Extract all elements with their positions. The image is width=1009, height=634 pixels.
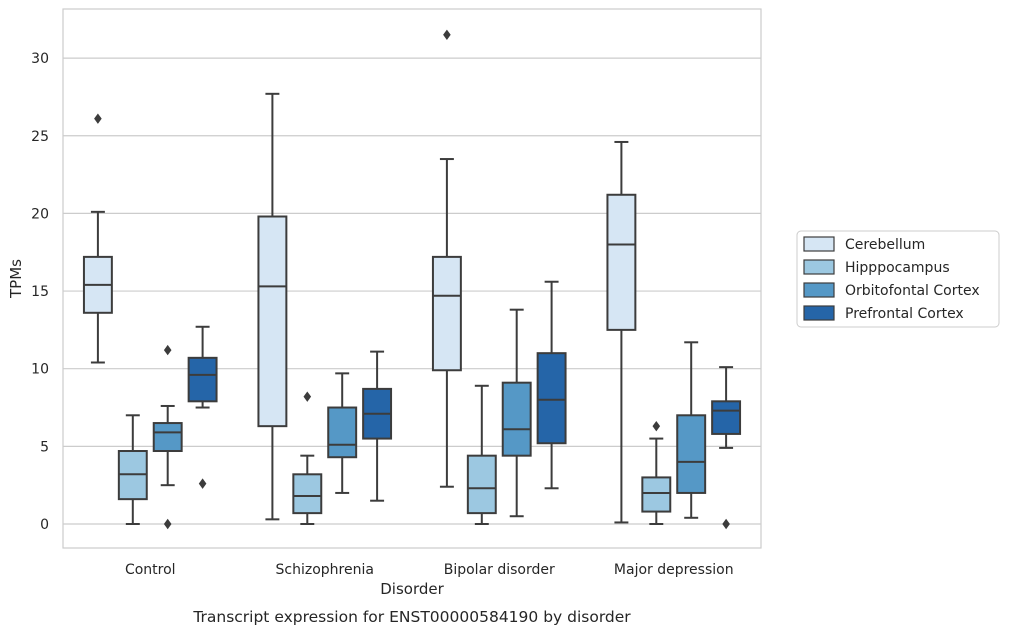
- box-0-1: [257, 92, 288, 521]
- box-iqr: [292, 473, 323, 515]
- legend-label-orbitofontal-cortex: Orbitofontal Cortex: [845, 283, 980, 299]
- box-iqr: [152, 422, 183, 453]
- box-iqr: [501, 381, 532, 457]
- box-iqr: [676, 414, 707, 494]
- chart-caption: Transcript expression for ENST0000058419…: [192, 608, 631, 626]
- x-tick-label-schizophrenia: Schizophrenia: [276, 562, 374, 578]
- legend-label-hipppocampus: Hipppocampus: [845, 260, 950, 276]
- box-iqr: [466, 454, 497, 515]
- legend: Cerebellum Hipppocampus Orbitofontal Corte…: [796, 230, 1000, 328]
- box-3-0: [187, 325, 218, 489]
- y-tick-label-30: 30: [31, 51, 49, 67]
- box-2-2: [501, 308, 532, 518]
- box-0-2: [431, 29, 462, 488]
- y-tick-label-0: 0: [40, 517, 49, 533]
- outlier-point: [163, 518, 172, 530]
- box-2-0: [152, 344, 183, 530]
- plot-area-frame: [62, 8, 762, 549]
- box-iqr: [431, 255, 462, 372]
- box-series: [82, 29, 742, 530]
- box-2-1: [327, 372, 358, 494]
- y-axis-title: TPMs: [7, 259, 25, 299]
- box-iqr: [606, 193, 637, 331]
- x-axis-title: Disorder: [380, 580, 444, 598]
- box-3-3: [711, 366, 742, 530]
- series-prefrontal-cortex: [187, 280, 742, 530]
- legend-swatch-orbitofontal-cortex: [803, 282, 835, 298]
- box-3-1: [362, 350, 393, 502]
- box-iqr: [641, 476, 672, 513]
- series-orbitofontal-cortex: [152, 308, 707, 530]
- box-iqr: [257, 215, 288, 428]
- x-tick-label-control: Control: [125, 562, 176, 578]
- box-0-0: [82, 113, 113, 364]
- series-hipppocampus: [117, 384, 672, 525]
- y-axis-ticks: 0 5 10 15 20 25 30: [31, 51, 49, 533]
- y-tick-label-5: 5: [40, 439, 49, 455]
- legend-swatch-prefrontal-cortex: [803, 305, 835, 321]
- x-tick-label-major-depression: Major depression: [614, 562, 734, 578]
- legend-label-prefrontal-cortex: Prefrontal Cortex: [845, 306, 964, 322]
- y-tick-label-10: 10: [31, 362, 49, 378]
- box-1-3: [641, 420, 672, 525]
- box-1-1: [292, 391, 323, 525]
- legend-swatch-hipppocampus: [803, 259, 835, 275]
- legend-swatch-cerebellum: [803, 236, 835, 252]
- x-axis-ticks: Control Schizophrenia Bipolar disorder Majo…: [125, 562, 734, 578]
- outlier-point: [163, 344, 172, 356]
- outlier-point: [303, 391, 312, 402]
- x-tick-label-bipolar-disorder: Bipolar disorder: [444, 562, 555, 578]
- box-2-3: [676, 341, 707, 519]
- outlier-point: [722, 518, 730, 530]
- series-cerebellum: [82, 29, 637, 524]
- outlier-point: [443, 29, 451, 41]
- box-1-2: [466, 384, 497, 525]
- box-iqr: [711, 400, 742, 435]
- y-tick-label-20: 20: [31, 206, 49, 222]
- box-iqr: [187, 356, 218, 403]
- legend-frame: [796, 230, 1000, 328]
- y-tick-label-15: 15: [31, 284, 49, 300]
- box-iqr: [327, 406, 358, 459]
- outlier-point: [198, 478, 207, 489]
- outlier-point: [652, 420, 661, 432]
- outlier-point: [94, 113, 102, 124]
- legend-label-cerebellum: Cerebellum: [845, 237, 925, 253]
- box-1-0: [117, 414, 148, 525]
- y-tick-label-25: 25: [31, 129, 49, 145]
- box-0-3: [606, 140, 637, 524]
- box-3-2: [536, 280, 567, 490]
- box-iqr: [536, 352, 567, 445]
